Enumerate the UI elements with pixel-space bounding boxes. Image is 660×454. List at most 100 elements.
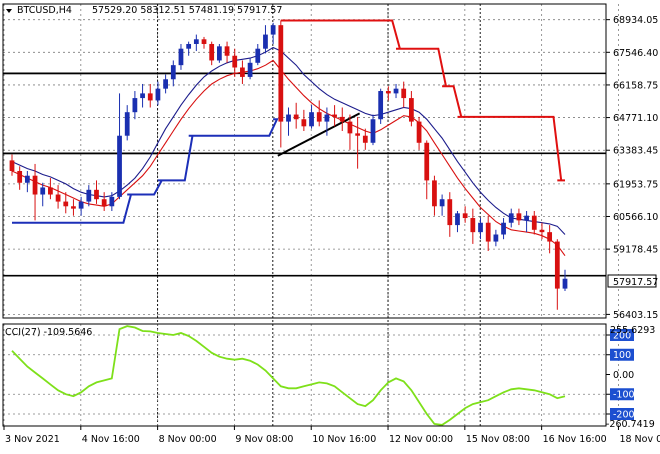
candle-body[interactable]: [516, 213, 522, 221]
cci-line: [11, 325, 566, 426]
candle-body[interactable]: [178, 48, 184, 66]
candle-body[interactable]: [316, 112, 322, 122]
cci-level-badge: [610, 348, 634, 361]
cci-panel[interactable]: [3, 324, 619, 426]
candle-body[interactable]: [393, 88, 399, 94]
candle-body[interactable]: [124, 112, 130, 136]
candle-body[interactable]: [362, 135, 368, 143]
candle-body[interactable]: [332, 114, 337, 117]
candle-body[interactable]: [347, 121, 353, 134]
candle-body[interactable]: [117, 135, 122, 197]
candle-body[interactable]: [193, 39, 199, 44]
candle-body[interactable]: [255, 48, 261, 63]
time-axis-label: 15 Nov 08:00: [466, 434, 530, 445]
candle-body[interactable]: [63, 201, 69, 207]
candle-body[interactable]: [470, 218, 476, 233]
candle-body[interactable]: [339, 116, 345, 122]
candle-body[interactable]: [155, 88, 161, 101]
price-axis-label: 67546.40: [613, 48, 658, 59]
price-axis-label: 66158.75: [613, 80, 658, 91]
candle-body[interactable]: [78, 201, 84, 209]
candle-body[interactable]: [524, 215, 529, 221]
candle-body[interactable]: [455, 213, 460, 226]
candle-body[interactable]: [432, 180, 437, 207]
price-axis-label: 68934.05: [613, 15, 658, 26]
candle-body[interactable]: [301, 119, 307, 127]
candle-body[interactable]: [224, 46, 230, 56]
candle-body[interactable]: [170, 65, 176, 80]
candle-body[interactable]: [263, 34, 268, 49]
time-axis-label: 16 Nov 16:00: [543, 434, 607, 445]
candle-body[interactable]: [286, 114, 291, 122]
candle-body[interactable]: [370, 119, 376, 143]
cci-level-label: -100: [613, 390, 635, 401]
candle-body[interactable]: [508, 213, 514, 223]
candle-body[interactable]: [462, 213, 468, 219]
candle-body[interactable]: [439, 199, 445, 207]
candle-body[interactable]: [531, 215, 537, 230]
cci-panel-frame: [2, 323, 607, 427]
candle-body[interactable]: [240, 67, 245, 77]
symbol-label: BTCUSD,H4: [17, 5, 72, 16]
candle-body[interactable]: [132, 98, 138, 113]
candle-body[interactable]: [24, 175, 30, 183]
candle-body[interactable]: [554, 241, 560, 289]
candle-body[interactable]: [416, 121, 422, 143]
triangle-down-icon[interactable]: [6, 9, 12, 13]
time-axis-label: 8 Nov 00:00: [159, 434, 217, 445]
cci-level-badge: [610, 388, 634, 401]
candle-body[interactable]: [101, 199, 107, 207]
candle-body[interactable]: [270, 25, 276, 35]
candle-body[interactable]: [86, 189, 92, 202]
time-axis-label: 4 Nov 16:00: [82, 434, 140, 445]
candle-body[interactable]: [562, 278, 568, 289]
candle-body[interactable]: [163, 79, 168, 89]
price-axis-label: 56403.15: [613, 310, 658, 321]
candle-body[interactable]: [9, 160, 15, 171]
candle-body[interactable]: [493, 234, 499, 242]
price-axis-label: 59178.45: [613, 245, 658, 256]
time-axis-label: 9 Nov 08:00: [235, 434, 293, 445]
candle-body[interactable]: [147, 93, 153, 101]
candle-body[interactable]: [201, 39, 207, 44]
candle-body[interactable]: [109, 196, 115, 207]
candle-body[interactable]: [94, 189, 99, 200]
candle-body[interactable]: [247, 62, 253, 77]
candle-body[interactable]: [186, 43, 192, 49]
time-axis-label: 10 Nov 16:00: [312, 434, 376, 445]
candle-body[interactable]: [71, 206, 76, 209]
candle-body[interactable]: [409, 98, 414, 122]
overlay: BTCUSD,H4 57529.20 58312.51 57481.19 579…: [5, 5, 658, 430]
candle-body[interactable]: [278, 25, 284, 122]
candle-body[interactable]: [232, 55, 238, 68]
candle-body[interactable]: [293, 114, 299, 120]
candle-body[interactable]: [309, 112, 314, 127]
trendline[interactable]: [277, 112, 361, 157]
price-panel[interactable]: [3, 4, 619, 426]
candle-body[interactable]: [501, 222, 506, 235]
candle-body[interactable]: [485, 222, 491, 242]
candle-body[interactable]: [401, 88, 407, 99]
price-panel-frame: [2, 3, 607, 319]
candle-body[interactable]: [48, 187, 53, 195]
candle-body[interactable]: [209, 43, 215, 61]
candle-body[interactable]: [216, 46, 222, 61]
channel-upper-line: [280, 19, 565, 182]
candle-body[interactable]: [32, 175, 38, 195]
candle-body[interactable]: [478, 222, 483, 233]
candle-body[interactable]: [539, 229, 545, 233]
candle-body[interactable]: [447, 199, 453, 226]
candle-body[interactable]: [378, 91, 384, 120]
candle-body[interactable]: [385, 91, 391, 94]
candle-body[interactable]: [40, 187, 46, 195]
candle-body[interactable]: [355, 133, 361, 136]
candle-body[interactable]: [140, 93, 145, 99]
candle-body[interactable]: [424, 142, 430, 181]
price-axis-label: 64771.10: [613, 113, 658, 124]
candle-body[interactable]: [17, 170, 23, 183]
candle-body[interactable]: [547, 232, 553, 242]
candle-body[interactable]: [55, 194, 61, 202]
candle-body[interactable]: [324, 114, 330, 122]
cci-level-label: -200: [613, 410, 635, 421]
